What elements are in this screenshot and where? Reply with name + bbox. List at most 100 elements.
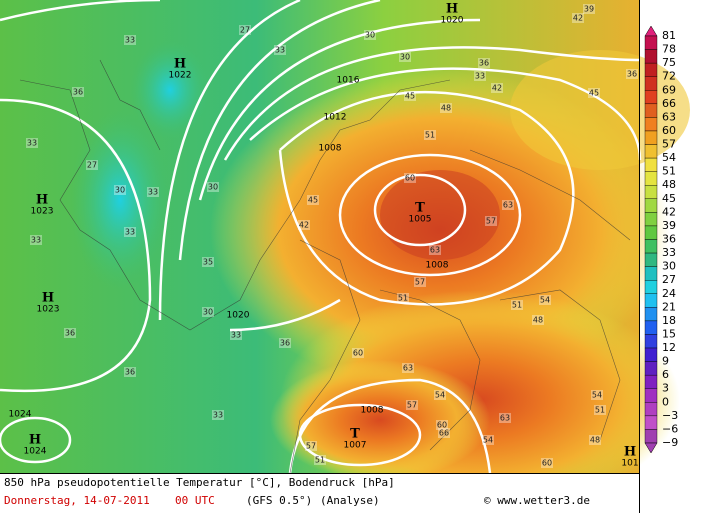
contour-label-box bbox=[124, 367, 136, 377]
contour-label: 27 bbox=[240, 26, 250, 35]
colorbar-label: 15 bbox=[662, 327, 676, 340]
contour-label-box bbox=[499, 413, 511, 423]
colorbar-swatch bbox=[644, 320, 658, 335]
contour-label: 60 bbox=[437, 421, 447, 430]
contour-label: 36 bbox=[65, 329, 75, 338]
colorbar-label: 27 bbox=[662, 273, 676, 286]
colorbar-label: 42 bbox=[662, 205, 676, 218]
colorbar-swatch bbox=[644, 225, 658, 240]
colorbar-swatch bbox=[644, 307, 658, 322]
contour-label: 51 bbox=[425, 131, 435, 140]
contour-label-box bbox=[436, 420, 448, 430]
contour-label-box bbox=[406, 400, 418, 410]
contour-label: 57 bbox=[407, 401, 417, 410]
colorbar-label: 21 bbox=[662, 300, 676, 313]
contour-label: 30 bbox=[115, 186, 125, 195]
contour-label: 36 bbox=[627, 70, 637, 79]
colorbar-label: 66 bbox=[662, 97, 676, 110]
isobar-label: 1024 bbox=[9, 410, 32, 420]
contour-label: 30 bbox=[400, 53, 410, 62]
colorbar-swatch bbox=[644, 347, 658, 362]
contour-label: 35 bbox=[203, 258, 213, 267]
contour-label: 66 bbox=[439, 429, 449, 438]
colorbar-swatch bbox=[644, 171, 658, 186]
colorbar-label: 75 bbox=[662, 56, 676, 69]
contour-label: 63 bbox=[500, 414, 510, 423]
contour-label: 51 bbox=[315, 456, 325, 465]
contour-label: 51 bbox=[398, 294, 408, 303]
colorbar-swatch bbox=[644, 429, 658, 444]
colorbar-label: 18 bbox=[662, 314, 676, 327]
colorbar-swatch bbox=[644, 252, 658, 267]
colorbar-swatch bbox=[644, 402, 658, 417]
colorbar-swatch bbox=[644, 212, 658, 227]
contour-label: 42 bbox=[492, 84, 502, 93]
contour-label-box bbox=[307, 195, 319, 205]
contour-label-box bbox=[482, 435, 494, 445]
contour-label-box bbox=[539, 295, 551, 305]
contour-label: 33 bbox=[27, 139, 37, 148]
contour-label-box bbox=[86, 160, 98, 170]
contour-label-box bbox=[434, 390, 446, 400]
contour-label-box bbox=[124, 35, 136, 45]
contour-label-box bbox=[424, 130, 436, 140]
contour-label-box bbox=[64, 328, 76, 338]
footer-title: 850 hPa pseudopotentielle Temperatur [°C… bbox=[4, 476, 395, 489]
colorbar-label: 72 bbox=[662, 70, 676, 83]
contour-label: 36 bbox=[73, 88, 83, 97]
colorbar-swatch bbox=[644, 239, 658, 254]
pressure-symbol: H bbox=[174, 57, 186, 72]
colorbar-label: 30 bbox=[662, 260, 676, 273]
contour-label: 54 bbox=[483, 436, 493, 445]
footer-time: 00 UTC bbox=[175, 494, 215, 507]
isobar-label: 1008 bbox=[361, 406, 384, 416]
contour-label: 42 bbox=[573, 14, 583, 23]
pressure-symbol: T bbox=[350, 427, 360, 442]
colorbar-swatch bbox=[644, 334, 658, 349]
isobar-label: 1016 bbox=[337, 76, 360, 86]
contour-label: 33 bbox=[31, 236, 41, 245]
contour-label-box bbox=[474, 71, 486, 81]
colorbar-label: 9 bbox=[662, 355, 669, 368]
contour-label-box bbox=[399, 52, 411, 62]
colorbar-label: 39 bbox=[662, 219, 676, 232]
contour-label-box bbox=[591, 390, 603, 400]
map bbox=[0, 0, 690, 510]
colorbar-label: 45 bbox=[662, 192, 676, 205]
colorbar-label: 57 bbox=[662, 138, 676, 151]
isobar-label: 1008 bbox=[319, 144, 342, 154]
contour-label: 33 bbox=[148, 188, 158, 197]
colorbar-swatch bbox=[644, 76, 658, 91]
contour-label: 45 bbox=[308, 196, 318, 205]
colorbar-label: 60 bbox=[662, 124, 676, 137]
contour-label: 27 bbox=[87, 161, 97, 170]
colorbar-swatch bbox=[644, 361, 658, 376]
contour-label: 33 bbox=[475, 72, 485, 81]
colorbar-label: 81 bbox=[662, 29, 676, 42]
contour-label: 63 bbox=[403, 364, 413, 373]
colorbar-swatch bbox=[644, 117, 658, 132]
colorbar-swatch bbox=[644, 62, 658, 77]
isobar-label: 1012 bbox=[324, 113, 347, 123]
contour-label-box bbox=[532, 315, 544, 325]
contour-label-box bbox=[626, 69, 638, 79]
contour-label-box bbox=[478, 58, 490, 68]
contour-label: 30 bbox=[208, 183, 218, 192]
contour-label: 33 bbox=[125, 36, 135, 45]
contour-label: 51 bbox=[512, 301, 522, 310]
contour-label-box bbox=[207, 182, 219, 192]
contour-label: 48 bbox=[590, 436, 600, 445]
colorbar-label: 0 bbox=[662, 395, 669, 408]
colorbar-label: 33 bbox=[662, 246, 676, 259]
colorbar-swatch bbox=[644, 266, 658, 281]
colorbar-label: 12 bbox=[662, 341, 676, 354]
contour-label-box bbox=[279, 338, 291, 348]
colorbar-label: −6 bbox=[662, 422, 678, 435]
contour-label-box bbox=[589, 435, 601, 445]
contour-label-box bbox=[202, 307, 214, 317]
contour-label: 60 bbox=[353, 349, 363, 358]
contour-label-box bbox=[429, 245, 441, 255]
colorbar-label: 54 bbox=[662, 151, 676, 164]
